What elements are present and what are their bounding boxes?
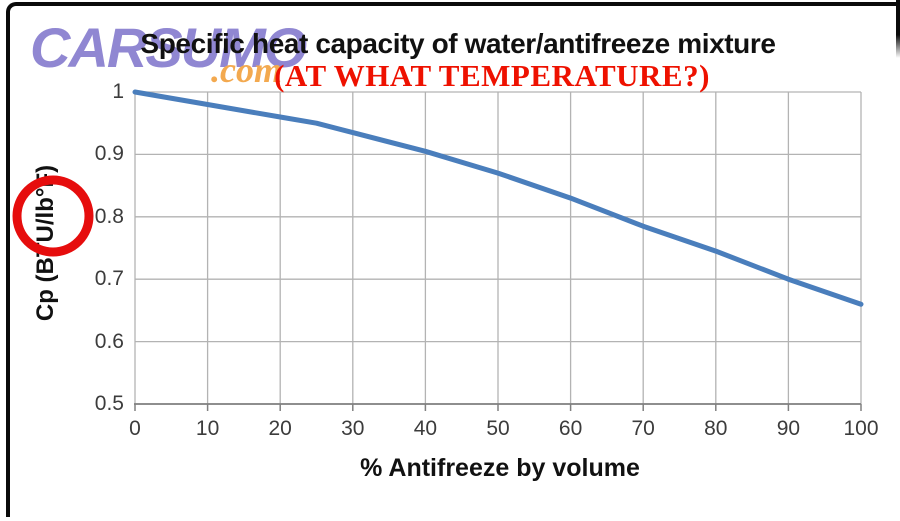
x-tick-label: 40 xyxy=(413,417,438,440)
x-tick-label: 70 xyxy=(631,417,655,440)
x-tick-label: 10 xyxy=(195,417,220,440)
x-tick-label: 90 xyxy=(776,417,801,440)
y-axis-tick-labels: 1 0.9 0.8 0.7 0.6 0.5 xyxy=(60,0,124,521)
x-axis-title: % Antifreeze by volume xyxy=(360,454,640,482)
red-circle-annotation xyxy=(12,175,94,257)
y-tick-label: 0.7 xyxy=(94,267,124,291)
y-tick-label: 0.9 xyxy=(94,142,124,166)
y-tick-label: 0.8 xyxy=(94,204,124,228)
x-tick-label: 60 xyxy=(558,417,583,440)
y-tick-label: 0.6 xyxy=(94,329,124,353)
chart-title: Specific heat capacity of water/antifree… xyxy=(140,28,776,59)
x-tick-label: 100 xyxy=(843,417,879,440)
cp-data-line xyxy=(132,89,864,307)
x-tick-label: 80 xyxy=(704,417,728,440)
x-tick-label: 0 xyxy=(129,417,141,440)
watermark-logo-tld: .com xyxy=(211,50,282,90)
x-tick-label: 20 xyxy=(268,417,292,440)
x-axis-tick-labels: 0 10 20 30 40 50 60 70 80 90 100 xyxy=(0,416,900,446)
y-tick-label: 1 xyxy=(112,80,124,103)
y-tick-label: 0.5 xyxy=(94,392,124,415)
watermark-logo: CARSUMO xyxy=(30,16,307,79)
red-circle-icon xyxy=(12,175,94,257)
red-annotation-text: (AT WHAT TEMPERATURE?) xyxy=(274,58,710,93)
image-border-right-corner xyxy=(896,0,900,58)
x-tick-label: 50 xyxy=(486,417,510,440)
x-tick-label: 30 xyxy=(341,417,365,440)
